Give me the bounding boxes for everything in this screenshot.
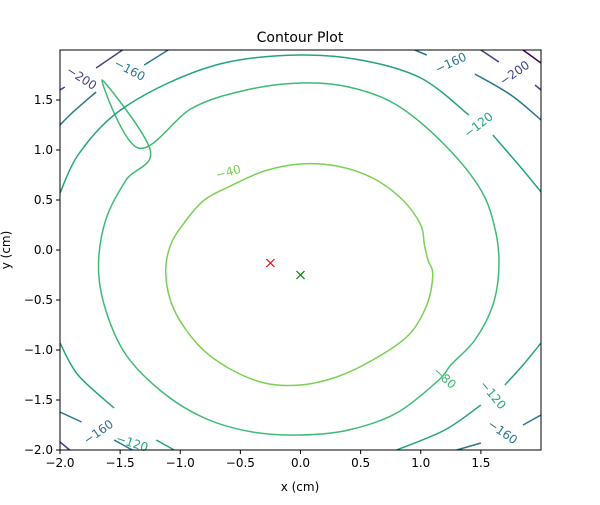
contour-segment-120-4 (155, 439, 175, 450)
contour-segment-160-3 (474, 73, 541, 121)
y-tick-label: −1.5 (24, 393, 53, 407)
marker-0 (266, 258, 275, 268)
x-tick-label: 1.5 (471, 456, 490, 470)
y-tick-label: 0.5 (34, 193, 53, 207)
contour-segment-200-2 (480, 50, 500, 63)
contour-segment-240-0 (522, 50, 541, 64)
x-axis: −2.0 −1.5 −1.0 −0.5 0.0 0.5 1.0 1.5 (45, 450, 490, 470)
contour-segment-160-1 (143, 50, 169, 66)
contour-segment-120-1 (492, 134, 541, 193)
x-tick-label: −1.5 (106, 456, 135, 470)
contour-segment-160-0 (60, 91, 97, 126)
x-tick-label: 1.0 (411, 456, 430, 470)
x-tick-label: −1.0 (166, 456, 195, 470)
x-axis-label: x (cm) (281, 480, 320, 494)
contour-segment-120-2 (504, 342, 541, 386)
y-axis-label: y (cm) (0, 231, 13, 270)
y-tick-label: −2.0 (24, 443, 53, 457)
contour-segment-200-1 (95, 50, 123, 69)
y-tick-label: −0.5 (24, 293, 53, 307)
contour-segment-160-7 (60, 411, 82, 423)
contour-line-80 (97, 79, 500, 436)
contour-segment-160-4 (522, 414, 541, 426)
y-tick-label: 0.0 (34, 243, 53, 257)
point-markers (266, 258, 305, 280)
x-tick-label: −0.5 (226, 456, 255, 470)
contour-line-40 (164, 162, 434, 387)
y-axis: −2.0 −1.5 −1.0 −0.5 0.0 0.5 1.0 1.5 (24, 93, 60, 457)
contour-label-40: −40 (214, 162, 242, 182)
contour-segment-120-3 (396, 404, 482, 450)
y-tick-label: −1.0 (24, 343, 53, 357)
x-tick-label: −2.0 (45, 456, 74, 470)
contour-segment-160-6 (113, 439, 133, 450)
x-tick-label: 0.0 (291, 456, 310, 470)
x-tick-label: 0.5 (351, 456, 370, 470)
contour-segment-120-5 (60, 342, 115, 409)
marker-1 (296, 270, 305, 280)
y-tick-label: 1.5 (34, 93, 53, 107)
y-tick-label: 1.0 (34, 143, 53, 157)
contour-segment-120-0 (60, 54, 470, 194)
chart-title: Contour Plot (257, 30, 344, 46)
